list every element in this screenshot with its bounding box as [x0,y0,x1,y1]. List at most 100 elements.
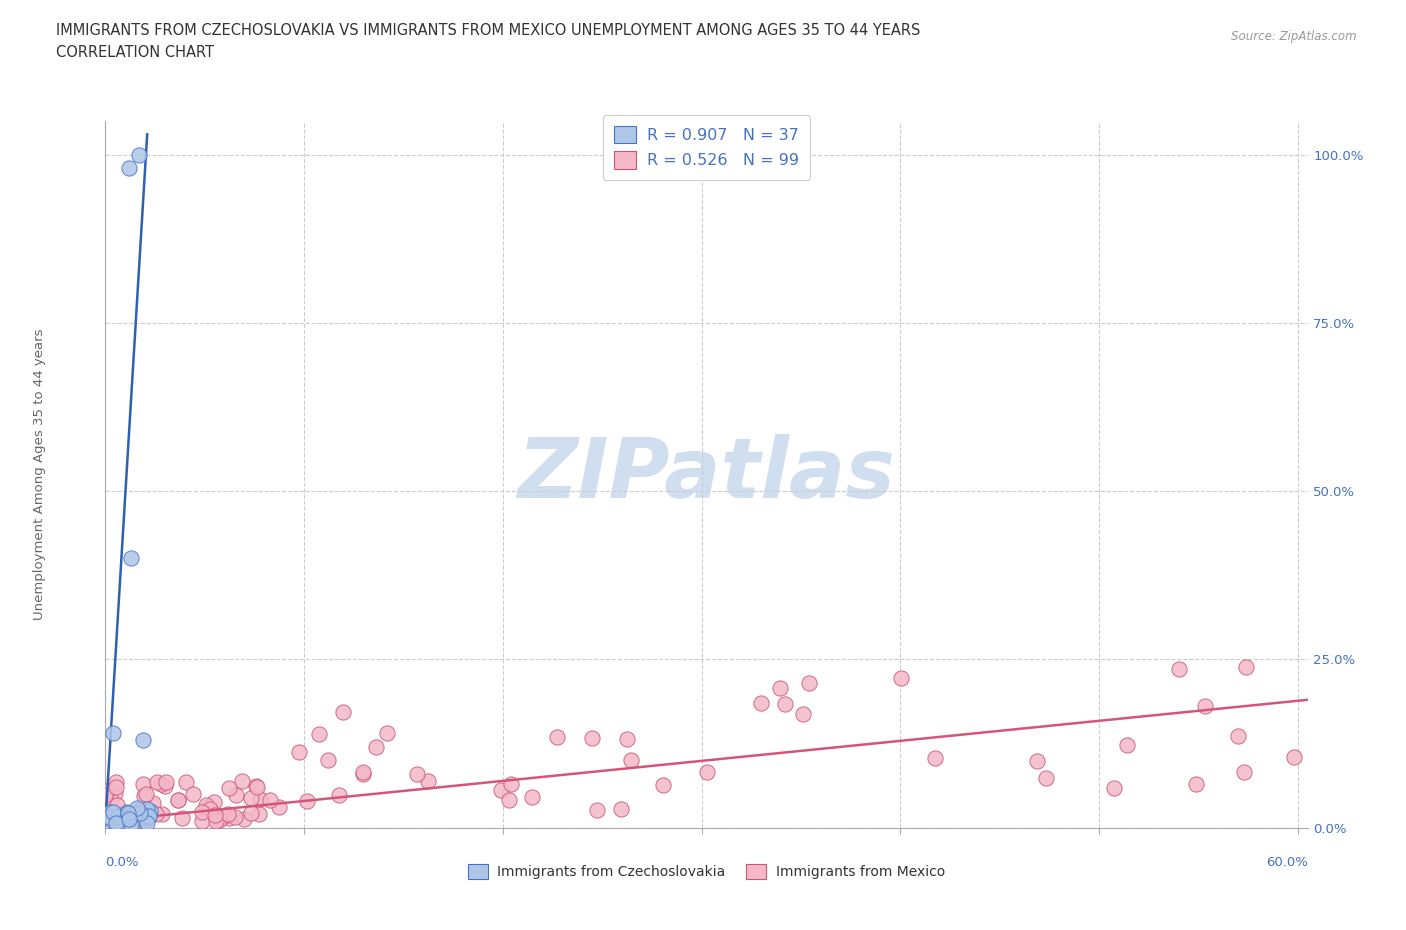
Point [352,766,374,781]
Point [696,764,718,779]
Point [115,804,138,819]
Point [308,726,330,741]
Point [209,811,232,826]
Point [498,792,520,807]
Point [132,777,155,791]
Point [136,802,159,817]
Point [205,814,228,829]
Point [924,751,946,765]
Point [1194,698,1216,713]
Point [149,777,172,791]
Point [225,787,247,802]
Point [146,775,169,790]
Point [125,801,148,816]
Point [585,803,607,817]
Point [218,780,240,795]
Point [176,775,198,790]
Point [181,787,204,802]
Point [128,147,150,162]
Point [96,784,118,799]
Point [100,792,122,807]
Point [100,811,122,826]
Point [118,812,141,827]
Point [890,671,912,685]
Point [136,810,159,825]
Point [240,805,263,820]
Point [769,681,792,696]
Point [259,792,281,807]
Point [131,811,153,826]
Point [135,812,157,827]
Point [120,817,142,831]
Point [1185,777,1208,791]
Point [112,809,135,824]
Point [1168,661,1191,676]
Point [104,786,127,801]
Point [749,695,772,710]
Point [97,810,120,825]
Point [131,809,153,824]
Point [145,806,167,821]
Point [110,808,132,823]
Point [103,805,125,820]
Point [406,767,429,782]
Point [352,764,374,779]
Text: 0.0%: 0.0% [105,856,139,869]
Point [134,789,156,804]
Point [249,792,271,807]
Point [328,788,350,803]
Point [117,805,139,820]
Point [105,780,128,795]
Point [142,795,165,810]
Point [138,808,160,823]
Point [96,801,118,816]
Point [108,810,131,825]
Point [332,704,354,719]
Point [120,812,142,827]
Point [107,810,129,825]
Point [139,804,162,818]
Point [1227,728,1250,743]
Point [218,810,240,825]
Point [546,729,568,744]
Point [202,795,225,810]
Point [610,801,633,816]
Point [499,777,522,791]
Point [152,807,174,822]
Point [224,809,246,824]
Point [120,808,142,823]
Point [155,775,177,790]
Point [1104,780,1126,795]
Point [208,813,231,828]
Point [1234,659,1257,674]
Point [129,805,152,820]
Text: Unemployment Among Ages 35 to 44 years: Unemployment Among Ages 35 to 44 years [32,328,46,620]
Point [297,793,319,808]
Point [118,811,141,826]
Point [1035,770,1057,785]
Point [233,811,256,826]
Point [136,816,159,830]
Text: ZIPatlas: ZIPatlas [517,433,896,515]
Point [231,774,253,789]
Point [103,726,125,741]
Point [122,806,145,821]
Point [100,812,122,827]
Point [792,707,814,722]
Point [1282,750,1305,764]
Point [247,806,270,821]
Point [170,811,193,826]
Point [288,744,311,759]
Point [217,806,239,821]
Point [100,808,122,823]
Point [138,808,160,823]
Point [118,807,141,822]
Point [104,775,127,790]
Point [127,805,149,820]
Point [520,790,543,804]
Point [191,814,214,829]
Legend: Immigrants from Czechoslovakia, Immigrants from Mexico: Immigrants from Czechoslovakia, Immigran… [463,858,950,884]
Text: IMMIGRANTS FROM CZECHOSLOVAKIA VS IMMIGRANTS FROM MEXICO UNEMPLOYMENT AMONG AGES: IMMIGRANTS FROM CZECHOSLOVAKIA VS IMMIGR… [56,23,921,38]
Point [1116,737,1139,752]
Point [204,807,226,822]
